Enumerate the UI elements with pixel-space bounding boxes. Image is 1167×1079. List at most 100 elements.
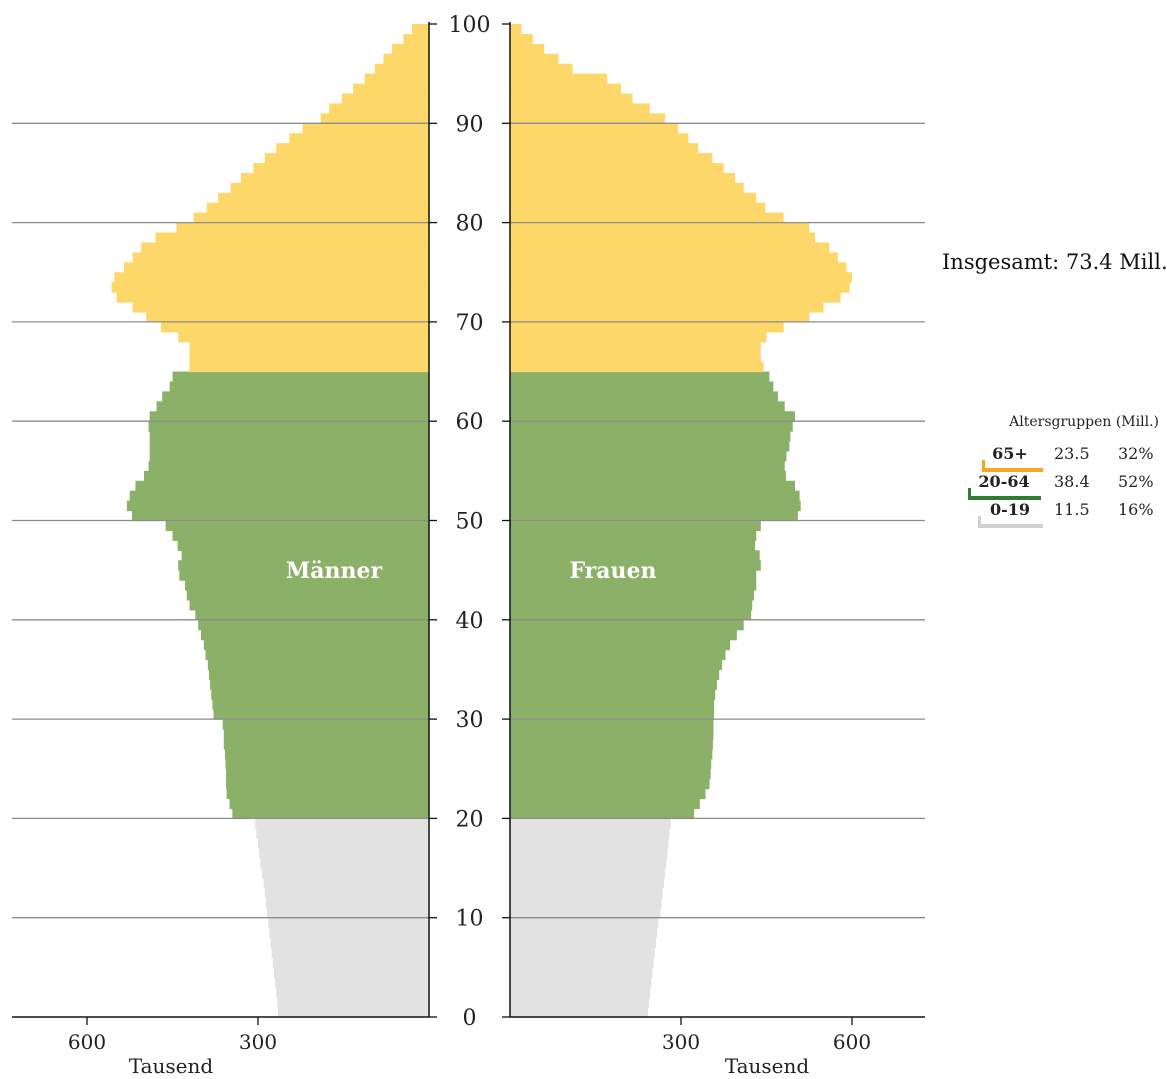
bar-male-age-2: [276, 987, 429, 998]
bar-male-age-84: [240, 172, 429, 184]
bar-female-age-8: [510, 927, 658, 939]
legend-swatch-65plus: [982, 460, 1043, 472]
bar-female-age-35: [510, 659, 723, 671]
bar-female-age-87: [510, 143, 699, 154]
bar-male-age-35: [207, 659, 429, 671]
bar-female-age-18: [510, 828, 670, 839]
bar-female-age-48: [510, 530, 757, 541]
bar-male-age-61: [156, 401, 430, 412]
y-tick-label-10: 10: [456, 907, 484, 932]
bar-male-age-33: [210, 679, 429, 690]
y-tick-label-50: 50: [456, 510, 484, 535]
bar-male-age-81: [206, 202, 429, 214]
bar-male-age-55: [148, 460, 429, 472]
bar-male-age-73: [111, 282, 429, 293]
bar-female-age-25: [510, 758, 712, 770]
bar-female-age-88: [510, 133, 689, 144]
bar-male-age-20: [232, 808, 429, 819]
bar-female-age-61: [510, 401, 785, 412]
bar-female-age-46: [510, 550, 760, 561]
bar-female-age-64: [510, 371, 770, 383]
legend-swatch-0-19: [978, 516, 1043, 528]
pyramid-bars: [111, 24, 852, 1018]
legend-mill-20-64: 38.4: [1054, 472, 1090, 491]
bar-female-age-71: [510, 302, 824, 313]
legend-label-65plus: 65+: [992, 444, 1028, 463]
bar-male-age-82: [218, 192, 429, 204]
bar-male-age-24: [226, 768, 429, 780]
legend-title: Altersgruppen (Mill.): [1009, 414, 1159, 430]
legend-pct-0-19: 16%: [1118, 500, 1154, 519]
bar-male-age-22: [226, 788, 429, 800]
bar-male-age-32: [211, 689, 429, 700]
bar-male-age-64: [172, 371, 429, 383]
bar-male-age-19: [255, 818, 429, 829]
bar-female-age-44: [510, 570, 757, 581]
bar-female-age-58: [510, 431, 791, 442]
bar-male-age-96: [383, 53, 429, 65]
bar-male-age-76: [132, 252, 429, 263]
legend-mill-0-19: 11.5: [1054, 500, 1090, 519]
bar-male-age-70: [146, 311, 429, 323]
bar-female-age-97: [510, 43, 545, 55]
bar-male-age-77: [141, 242, 429, 253]
bar-female-age-76: [510, 252, 838, 263]
bar-female-age-93: [510, 83, 622, 95]
female-label: Frauen: [569, 558, 656, 584]
y-tick-label-70: 70: [456, 311, 484, 336]
bar-male-age-41: [189, 599, 429, 611]
bar-female-age-81: [510, 202, 766, 214]
bar-male-age-91: [329, 103, 429, 114]
bar-female-age-1: [510, 997, 650, 1008]
bar-female-age-14: [510, 868, 666, 879]
bar-male-age-27: [223, 738, 429, 750]
bar-female-age-37: [510, 639, 731, 651]
bar-male-age-38: [201, 629, 429, 641]
bar-female-age-6: [510, 947, 655, 959]
bar-male-age-74: [114, 272, 430, 283]
bar-female-age-42: [510, 590, 754, 601]
bar-female-age-12: [510, 887, 663, 899]
bar-female-age-32: [510, 689, 716, 700]
bar-male-age-31: [212, 699, 429, 710]
bar-female-age-75: [510, 262, 847, 273]
bar-female-age-41: [510, 599, 753, 611]
legend-pct-65plus: 32%: [1118, 444, 1154, 463]
male-label: Männer: [286, 558, 383, 584]
bar-female-age-43: [510, 580, 757, 591]
bar-male-age-11: [265, 897, 429, 909]
bar-female-age-74: [510, 272, 852, 283]
bar-male-age-13: [263, 877, 429, 889]
y-tick-label-60: 60: [456, 410, 484, 435]
bar-male-age-28: [223, 729, 429, 740]
bar-female-age-23: [510, 778, 710, 790]
bar-male-age-43: [185, 580, 429, 591]
bar-female-age-30: [510, 709, 715, 720]
bar-female-age-38: [510, 629, 737, 641]
bar-male-age-62: [162, 391, 430, 402]
bar-female-age-67: [510, 341, 761, 353]
legend-pct-20-64: 52%: [1118, 472, 1154, 491]
bar-male-age-69: [161, 321, 429, 333]
bar-male-age-40: [195, 609, 429, 621]
y-tick-label-80: 80: [456, 212, 484, 237]
bar-male-age-9: [268, 917, 429, 929]
bar-male-age-66: [189, 351, 429, 363]
bar-female-age-33: [510, 679, 717, 690]
bar-female-age-51: [510, 500, 801, 512]
x-unit-label-right: Tausend: [725, 1054, 810, 1078]
bar-female-age-90: [510, 113, 666, 124]
bar-female-age-15: [510, 858, 667, 869]
bar-female-age-99: [510, 24, 522, 35]
bar-male-age-56: [149, 450, 429, 462]
bar-female-age-65: [510, 361, 764, 373]
bar-female-age-72: [510, 292, 841, 303]
bar-female-age-16: [510, 848, 668, 859]
bar-female-age-89: [510, 123, 679, 134]
x-tick-label-left-300: 300: [239, 1030, 277, 1054]
bar-male-age-15: [260, 858, 429, 869]
x-tick-label-left-600: 600: [68, 1030, 106, 1054]
bar-male-age-54: [144, 470, 429, 482]
bar-male-age-36: [205, 649, 429, 661]
